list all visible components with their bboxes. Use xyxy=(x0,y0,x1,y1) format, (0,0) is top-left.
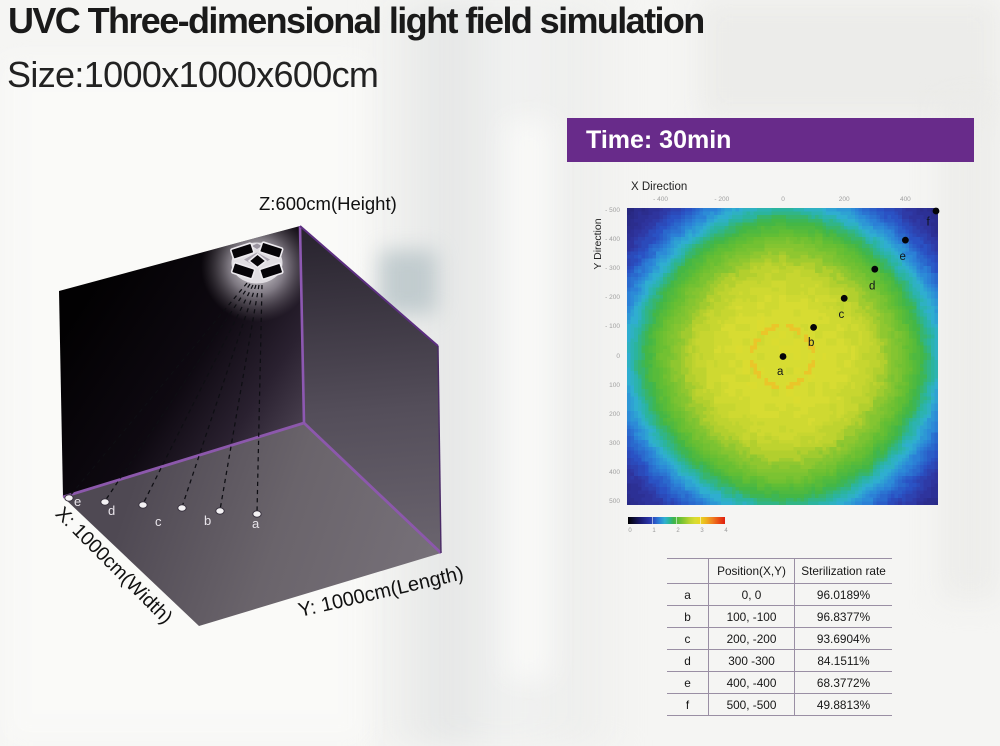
svg-text:Z:600cm(Height): Z:600cm(Height) xyxy=(259,193,397,214)
svg-text:f: f xyxy=(927,217,931,229)
svg-text:a: a xyxy=(252,516,260,531)
svg-text:a: a xyxy=(777,366,784,378)
svg-text:c: c xyxy=(839,309,845,321)
svg-text:d: d xyxy=(869,281,875,293)
svg-text:b: b xyxy=(808,337,814,349)
svg-text:b: b xyxy=(204,513,211,528)
svg-text:e: e xyxy=(900,251,906,263)
svg-text:e: e xyxy=(74,494,81,509)
svg-text:c: c xyxy=(155,514,162,529)
svg-text:d: d xyxy=(108,503,115,518)
